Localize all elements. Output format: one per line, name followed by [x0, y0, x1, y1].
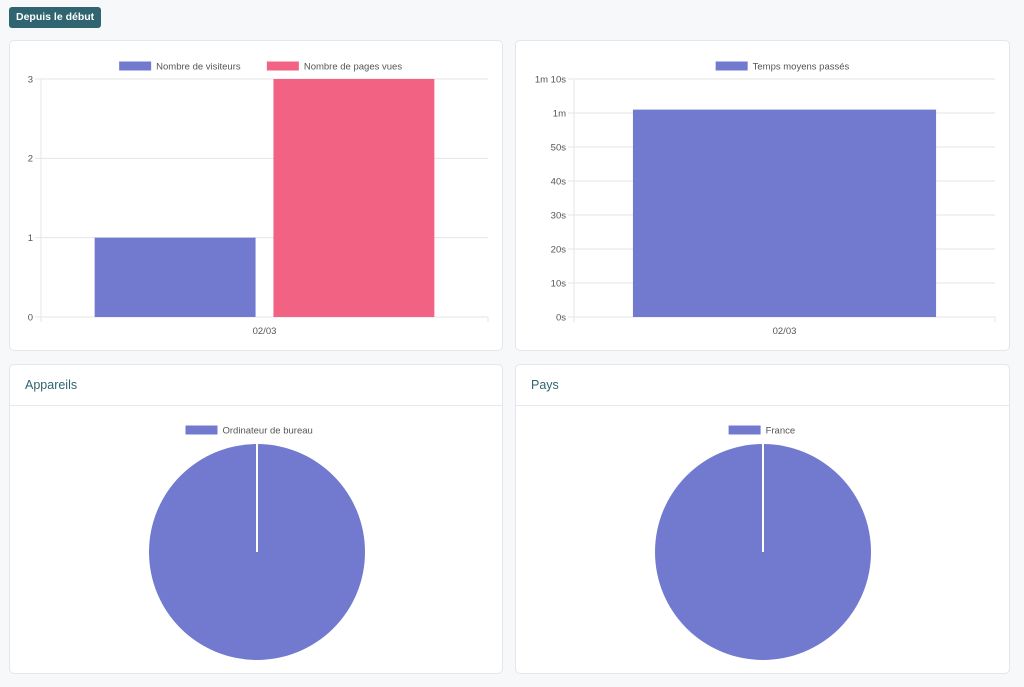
countries-pie-chart: France: [655, 425, 871, 660]
y-tick-label: 0s: [556, 312, 566, 323]
y-tick-label: 20s: [551, 244, 567, 255]
y-tick-label: 3: [28, 74, 33, 85]
y-tick-label: 2: [28, 154, 33, 165]
visits-chart-card: 0 1 2 3 02/03 Nombre de visiteurs Nombre de pa…: [9, 40, 503, 351]
y-tick-label: 10s: [551, 278, 567, 289]
legend-label: France: [766, 425, 796, 436]
bar: [273, 79, 435, 317]
bar: [94, 237, 256, 317]
devices-pie-chart: Ordinateur de bureau: [149, 425, 365, 660]
time-chart-card: 0s 10s 20s 30s 40s 50s 1m 1m 10s 02/03 Temps moye…: [515, 40, 1010, 351]
y-tick-label: 30s: [551, 210, 567, 221]
y-tick-label: 1: [28, 233, 33, 244]
legend-label: Temps moyens passés: [753, 61, 850, 72]
legend-swatch: [185, 425, 218, 435]
period-filter-button[interactable]: Depuis le début: [9, 7, 102, 28]
avg-time-bar-chart: 0s 10s 20s 30s 40s 50s 1m 1m 10s 02/03 Temps moye…: [535, 61, 996, 337]
legend-swatch: [715, 61, 748, 71]
legend-swatch: [266, 61, 299, 71]
y-tick-label: 50s: [551, 142, 567, 153]
legend-label: Nombre de pages vues: [304, 61, 402, 72]
y-tick-label: 40s: [551, 176, 567, 187]
y-tick-label: 0: [28, 312, 33, 323]
y-tick-label: 1m 10s: [535, 74, 566, 85]
x-tick-label: 02/03: [773, 326, 797, 337]
countries-card: Pays France: [515, 364, 1010, 674]
y-tick-label: 1m: [553, 108, 566, 119]
legend-swatch: [119, 61, 152, 71]
bar: [632, 109, 937, 317]
countries-title: Pays: [516, 365, 1009, 406]
x-tick-label: 02/03: [253, 326, 277, 337]
legend-label: Nombre de visiteurs: [156, 61, 241, 72]
devices-title: Appareils: [10, 365, 502, 406]
visits-bar-chart: 0 1 2 3 02/03 Nombre de visiteurs Nombre de pa…: [28, 61, 489, 337]
legend-swatch: [728, 425, 761, 435]
devices-card: Appareils Ordinateur de bureau: [9, 364, 503, 674]
legend-label: Ordinateur de bureau: [223, 425, 313, 436]
